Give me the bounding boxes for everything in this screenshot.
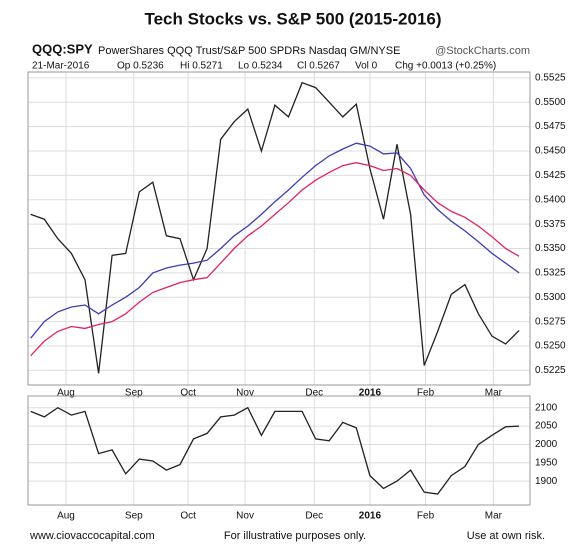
chart-title: Tech Stocks vs. S&P 500 (2015-2016) bbox=[144, 9, 441, 28]
low: Lo 0.5234 bbox=[238, 61, 283, 72]
y-tick-label: 1950 bbox=[535, 457, 558, 468]
series-line bbox=[30, 406, 520, 495]
footer-center: For illustrative purposes only. bbox=[224, 530, 366, 542]
x-tick-label: Sep bbox=[125, 511, 143, 522]
x-tick-label: Dec bbox=[305, 511, 323, 522]
source: @StockCharts.com bbox=[435, 45, 530, 57]
high: Hi 0.5271 bbox=[180, 61, 223, 72]
y-tick-label: 0.5225 bbox=[535, 365, 566, 376]
series-line bbox=[30, 142, 520, 339]
footer-right: Use at own risk. bbox=[467, 530, 545, 542]
x-tick-label: Feb bbox=[417, 511, 435, 522]
description: PowerShares QQQ Trust/S&P 500 SPDRs Nasd… bbox=[98, 45, 400, 57]
x-tick-label: Oct bbox=[180, 388, 196, 399]
y-tick-label: 0.5350 bbox=[535, 243, 566, 254]
y-tick-label: 0.5425 bbox=[535, 170, 566, 181]
y-tick-label: 0.5250 bbox=[535, 341, 566, 352]
y-tick-label: 0.5325 bbox=[535, 268, 566, 279]
y-tick-label: 0.5300 bbox=[535, 292, 566, 303]
x-tick-label: Oct bbox=[180, 511, 196, 522]
y-tick-label: 2000 bbox=[535, 439, 558, 450]
y-tick-label: 0.5400 bbox=[535, 194, 566, 205]
y-tick-label: 2100 bbox=[535, 402, 558, 413]
y-tick-label: 1900 bbox=[535, 476, 558, 487]
y-tick-label: 0.5500 bbox=[535, 97, 566, 108]
open: Op 0.5236 bbox=[117, 61, 164, 72]
x-tick-label: Nov bbox=[236, 388, 254, 399]
x-tick-label: Dec bbox=[305, 388, 323, 399]
y-tick-label: 0.5475 bbox=[535, 121, 566, 132]
x-tick-label: 2016 bbox=[359, 511, 382, 522]
y-tick-label: 0.5450 bbox=[535, 146, 566, 157]
panel-frame bbox=[27, 71, 531, 386]
y-tick-label: 2050 bbox=[535, 421, 558, 432]
series-line bbox=[30, 81, 520, 374]
x-tick-label: Nov bbox=[236, 511, 254, 522]
volume: Vol 0 bbox=[355, 61, 378, 72]
symbol: QQQ:SPY bbox=[32, 41, 93, 56]
y-tick-label: 0.5375 bbox=[535, 219, 566, 230]
x-tick-label: Mar bbox=[485, 511, 503, 522]
change: Chg +0.0013 (+0.25%) bbox=[395, 61, 496, 72]
x-tick-label: Feb bbox=[417, 388, 435, 399]
x-tick-label: Sep bbox=[125, 388, 143, 399]
x-tick-label: Aug bbox=[57, 388, 75, 399]
series-line bbox=[30, 162, 520, 357]
y-tick-label: 0.5525 bbox=[535, 72, 566, 83]
close: Cl 0.5267 bbox=[297, 61, 340, 72]
footer-left: www.ciovaccocapital.com bbox=[29, 530, 155, 542]
x-tick-label: Aug bbox=[57, 511, 75, 522]
date: 21-Mar-2016 bbox=[32, 61, 90, 72]
x-tick-label: Mar bbox=[485, 388, 503, 399]
x-tick-label: 2016 bbox=[359, 388, 382, 399]
y-tick-label: 0.5275 bbox=[535, 316, 566, 327]
panel-frame bbox=[27, 395, 531, 506]
